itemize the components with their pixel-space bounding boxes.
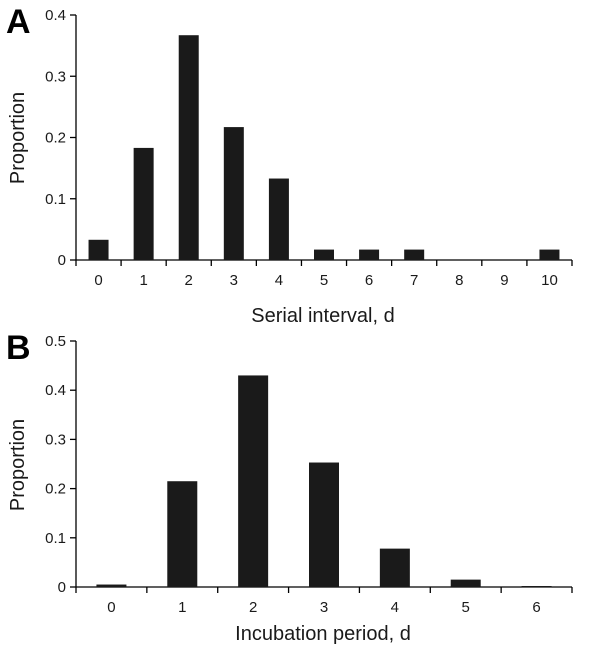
x-tick-label-a: 8 — [455, 272, 463, 289]
y-tick-label-a: 0.3 — [45, 68, 66, 85]
bar-a-4 — [268, 178, 289, 260]
x-tick-label-a: 5 — [320, 272, 328, 289]
x-tick-label-a: 0 — [94, 272, 102, 289]
bar-a-7 — [404, 249, 425, 260]
y-axis-title-b: Proportion — [7, 419, 29, 511]
y-tick-label-a: 0.2 — [45, 130, 66, 147]
y-tick-label-b: 0.5 — [45, 333, 66, 350]
x-tick-label-b: 4 — [391, 599, 399, 616]
x-tick-label-b: 2 — [249, 599, 257, 616]
bar-b-6 — [521, 586, 552, 588]
y-tick-label-a: 0.1 — [45, 191, 66, 208]
chart-panel-b: B Proportion Incubation period, d 0 0.1 0.… — [6, 329, 573, 645]
y-tick-label-b: 0.1 — [45, 530, 66, 547]
x-tick-label-a: 3 — [230, 272, 238, 289]
x-tick-label-a: 7 — [410, 272, 418, 289]
y-tick-label-b: 0.2 — [45, 481, 66, 498]
x-tick-label-a: 4 — [275, 272, 283, 289]
x-tick-label-a: 10 — [541, 272, 558, 289]
chart-panel-a: A Proportion Serial interval, d 0 0.1 0.2 0… — [6, 3, 573, 327]
bar-a-1 — [133, 147, 154, 260]
x-tick-label-b: 1 — [178, 599, 186, 616]
x-axis-title-a: Serial interval, d — [251, 305, 394, 327]
y-tick-label-b: 0 — [58, 579, 66, 596]
x-tick-label-a: 9 — [500, 272, 508, 289]
bar-b-2 — [238, 375, 269, 587]
bar-a-2 — [178, 35, 199, 261]
x-tick-label-b: 0 — [107, 599, 115, 616]
x-tick-label-b: 5 — [462, 599, 470, 616]
panel-label-a: A — [6, 3, 31, 41]
bar-a-3 — [223, 127, 244, 261]
y-tick-label-a: 0.4 — [45, 7, 66, 24]
bar-a-0 — [88, 239, 109, 260]
x-tick-label-a: 1 — [139, 272, 147, 289]
bar-b-5 — [450, 579, 481, 587]
y-tick-label-b: 0.4 — [45, 382, 66, 399]
x-tick-label-b: 6 — [532, 599, 540, 616]
x-tick-label-b: 3 — [320, 599, 328, 616]
x-tick-label-a: 2 — [185, 272, 193, 289]
bar-b-3 — [309, 462, 339, 587]
y-axis-title-a: Proportion — [7, 92, 29, 184]
x-axis-title-b: Incubation period, d — [235, 623, 411, 645]
x-tick-label-a: 6 — [365, 272, 373, 289]
y-tick-label-a: 0 — [58, 252, 66, 269]
y-tick-label-b: 0.3 — [45, 431, 66, 448]
bar-b-4 — [379, 548, 410, 587]
bar-b-1 — [167, 481, 198, 587]
bar-a-5 — [314, 249, 334, 260]
bar-b-0 — [96, 584, 127, 587]
bar-a-10 — [539, 249, 560, 260]
bar-a-6 — [359, 249, 380, 260]
panel-label-b: B — [6, 329, 31, 367]
